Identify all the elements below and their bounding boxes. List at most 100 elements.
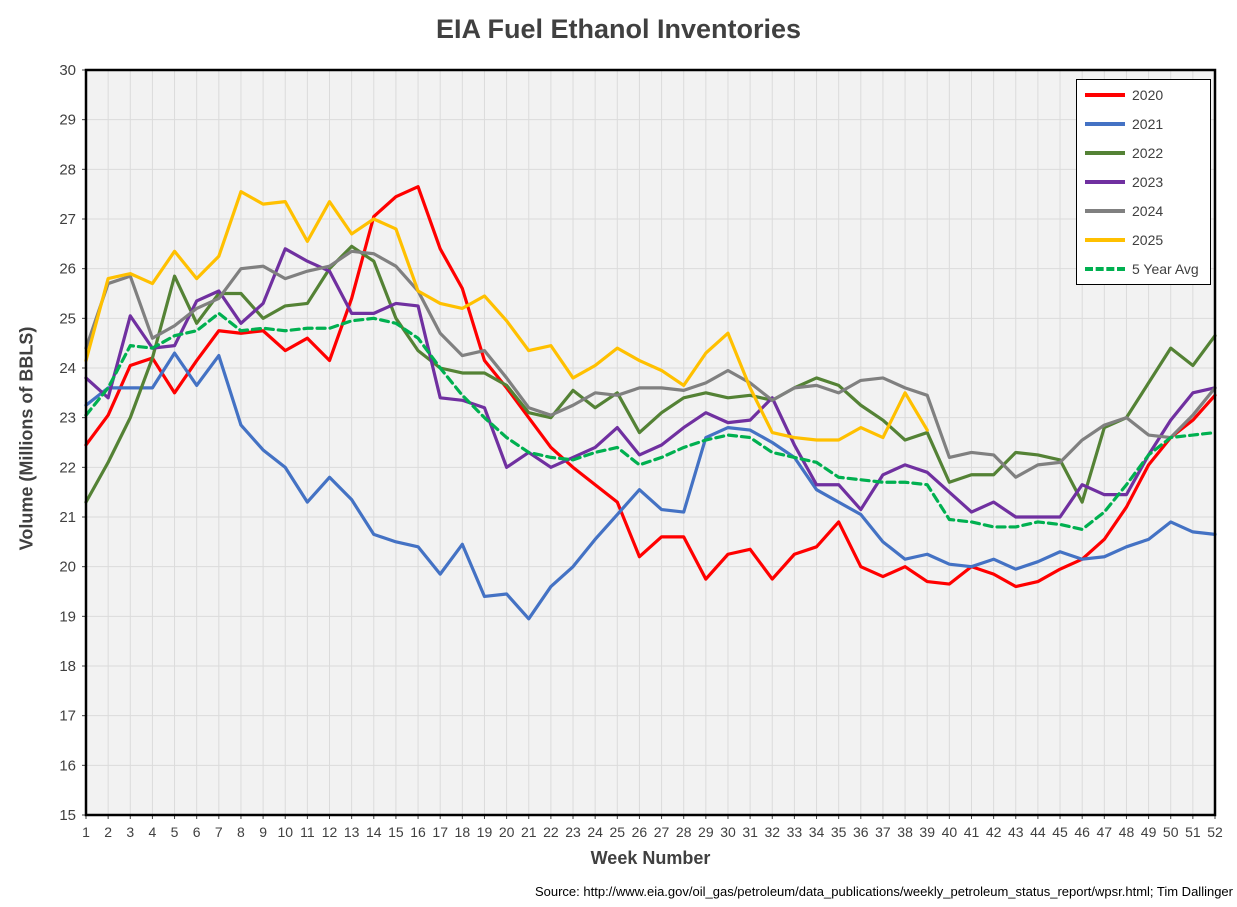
legend-line-swatch	[1085, 150, 1125, 155]
svg-text:44: 44	[1030, 824, 1046, 840]
svg-text:7: 7	[215, 824, 223, 840]
svg-text:8: 8	[237, 824, 245, 840]
legend-entry-5-year-avg: 5 Year Avg	[1077, 254, 1210, 283]
svg-text:51: 51	[1185, 824, 1201, 840]
series-line-2022	[84, 244, 1217, 504]
series-line-5-year-avg	[84, 311, 1217, 532]
svg-text:15: 15	[388, 824, 404, 840]
legend-label: 2024	[1132, 202, 1164, 219]
legend-line-swatch	[1085, 266, 1125, 271]
series-line-2020	[84, 185, 1217, 589]
svg-text:41: 41	[964, 824, 980, 840]
svg-text:19: 19	[59, 608, 76, 625]
series-line-2023	[84, 247, 1217, 519]
svg-text:14: 14	[366, 824, 382, 840]
legend-label: 5 Year Avg	[1132, 260, 1199, 277]
svg-text:12: 12	[322, 824, 338, 840]
svg-text:3: 3	[126, 824, 134, 840]
x-tick-labels: 1 2 3 4 5 6 7 8 9 10 11 12 13 14 15 16 17 18 19 20 21 22 23 24 2…	[82, 824, 1223, 840]
svg-text:19: 19	[477, 824, 493, 840]
svg-text:24: 24	[59, 360, 76, 377]
svg-text:4: 4	[149, 824, 157, 840]
legend-line-swatch	[1085, 121, 1125, 126]
svg-text:22: 22	[543, 824, 559, 840]
legend-label: 2023	[1132, 173, 1164, 190]
svg-text:10: 10	[277, 824, 293, 840]
svg-text:27: 27	[59, 211, 76, 228]
svg-text:21: 21	[59, 509, 76, 526]
svg-text:34: 34	[809, 824, 825, 840]
svg-text:46: 46	[1074, 824, 1090, 840]
legend-line-swatch	[1085, 208, 1125, 213]
svg-text:31: 31	[742, 824, 758, 840]
svg-text:24: 24	[587, 824, 603, 840]
svg-text:13: 13	[344, 824, 360, 840]
svg-text:33: 33	[787, 824, 803, 840]
legend-label: 2022	[1132, 144, 1164, 161]
legend-entry-2022: 2022	[1077, 138, 1210, 167]
series-line-2024	[84, 249, 1217, 479]
svg-text:25: 25	[59, 310, 76, 327]
svg-text:32: 32	[764, 824, 780, 840]
svg-text:49: 49	[1141, 824, 1157, 840]
legend-entry-2024: 2024	[1077, 196, 1210, 225]
svg-text:16: 16	[410, 824, 426, 840]
svg-text:29: 29	[698, 824, 714, 840]
svg-text:37: 37	[875, 824, 891, 840]
svg-text:52: 52	[1207, 824, 1223, 840]
svg-text:2: 2	[104, 824, 112, 840]
svg-text:23: 23	[565, 824, 581, 840]
source-citation: Source: http://www.eia.gov/oil_gas/petro…	[534, 884, 1233, 899]
svg-text:26: 26	[59, 261, 76, 278]
svg-text:6: 6	[193, 824, 201, 840]
svg-text:17: 17	[59, 708, 76, 725]
svg-text:20: 20	[499, 824, 515, 840]
svg-text:18: 18	[455, 824, 471, 840]
chart-title: EIA Fuel Ethanol Inventories	[435, 14, 802, 44]
svg-text:30: 30	[720, 824, 736, 840]
x-axis-title: Week Number	[590, 848, 711, 868]
legend-entry-2025: 2025	[1077, 225, 1210, 254]
legend-line-swatch	[1085, 179, 1125, 184]
svg-text:42: 42	[986, 824, 1002, 840]
plot-border	[84, 68, 1217, 817]
y-tick-labels: 15 16 17 18 19 20 21 22 23 24 25 26 27 28 29 30	[59, 62, 76, 824]
svg-text:18: 18	[59, 658, 76, 675]
legend-label: 2021	[1132, 115, 1164, 132]
svg-text:9: 9	[259, 824, 267, 840]
series-line-2021	[84, 351, 1217, 621]
svg-text:38: 38	[897, 824, 913, 840]
svg-text:47: 47	[1097, 824, 1113, 840]
plot-background	[86, 70, 1215, 815]
svg-text:29: 29	[59, 112, 76, 129]
svg-text:36: 36	[853, 824, 869, 840]
svg-text:40: 40	[942, 824, 958, 840]
svg-text:27: 27	[654, 824, 670, 840]
legend-label: 2020	[1132, 86, 1164, 103]
svg-text:1: 1	[82, 824, 90, 840]
svg-text:50: 50	[1163, 824, 1179, 840]
svg-text:16: 16	[59, 757, 76, 774]
svg-text:35: 35	[831, 824, 847, 840]
svg-text:25: 25	[610, 824, 626, 840]
svg-text:5: 5	[171, 824, 179, 840]
svg-text:21: 21	[521, 824, 537, 840]
series-line-2025	[84, 190, 929, 442]
svg-text:39: 39	[919, 824, 935, 840]
svg-text:11: 11	[300, 824, 315, 840]
legend-label: 2025	[1132, 231, 1164, 248]
svg-text:17: 17	[432, 824, 448, 840]
legend-entry-2023: 2023	[1077, 167, 1210, 196]
svg-text:26: 26	[632, 824, 648, 840]
svg-text:28: 28	[676, 824, 692, 840]
svg-text:45: 45	[1052, 824, 1068, 840]
svg-text:30: 30	[59, 62, 76, 79]
svg-text:28: 28	[59, 161, 76, 178]
legend-line-swatch	[1085, 92, 1125, 97]
svg-text:43: 43	[1008, 824, 1024, 840]
legend-line-swatch	[1085, 237, 1125, 242]
svg-text:23: 23	[59, 410, 76, 427]
svg-text:22: 22	[59, 459, 76, 476]
chart-legend: 2020 2021 2022 2023 2024 2025 5 Year Avg	[1076, 79, 1211, 285]
